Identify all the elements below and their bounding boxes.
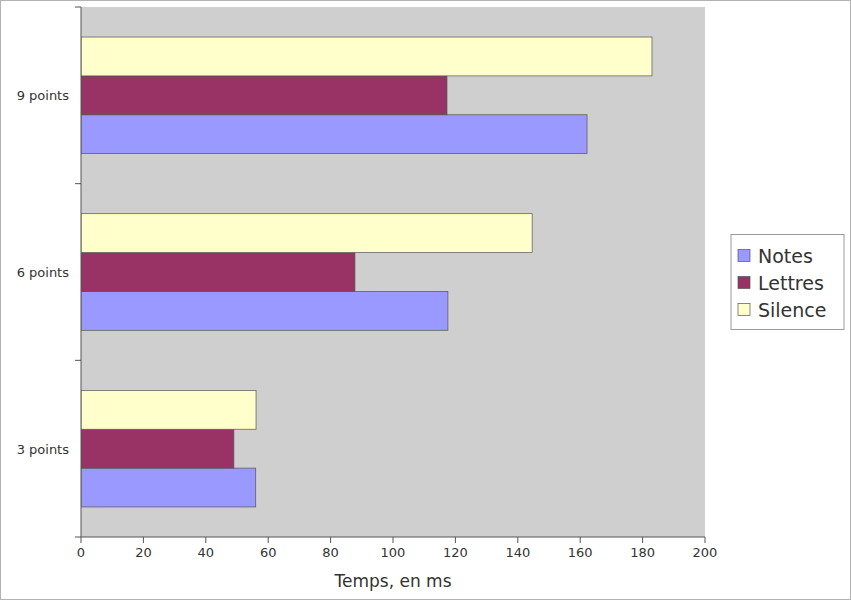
x-tick bbox=[455, 537, 456, 543]
x-tick-label: 140 bbox=[505, 545, 530, 560]
legend-swatch bbox=[738, 277, 750, 289]
category-tick bbox=[75, 7, 81, 8]
bar bbox=[81, 115, 587, 154]
category-tick bbox=[75, 537, 81, 538]
x-tick-label: 160 bbox=[568, 545, 593, 560]
category-label: 3 points bbox=[17, 442, 70, 457]
bar bbox=[81, 214, 532, 253]
x-tick bbox=[81, 537, 82, 543]
category-label: 6 points bbox=[17, 265, 70, 280]
x-tick-label: 80 bbox=[322, 545, 339, 560]
x-tick-label: 0 bbox=[77, 545, 85, 560]
category-label: 9 points bbox=[17, 88, 70, 103]
x-tick bbox=[517, 537, 518, 543]
x-tick bbox=[393, 537, 394, 543]
x-tick-label: 20 bbox=[135, 545, 152, 560]
bar bbox=[81, 253, 355, 292]
x-tick bbox=[268, 537, 269, 543]
bars bbox=[81, 37, 652, 507]
legend-label: Notes bbox=[758, 245, 813, 267]
bar bbox=[81, 291, 448, 330]
x-tick-label: 60 bbox=[260, 545, 277, 560]
bar bbox=[81, 37, 652, 76]
x-axis-label: Temps, en ms bbox=[333, 571, 451, 591]
y-axis bbox=[81, 7, 82, 537]
plot-area bbox=[81, 7, 705, 537]
frame bbox=[1, 1, 851, 600]
bar bbox=[81, 76, 447, 115]
x-tick-label: 100 bbox=[381, 545, 406, 560]
legend-label: Lettres bbox=[758, 272, 824, 294]
legend-swatch bbox=[738, 250, 750, 262]
category-tick bbox=[75, 183, 81, 184]
bar bbox=[81, 390, 256, 429]
legend-box bbox=[731, 235, 844, 330]
bar bbox=[81, 468, 256, 507]
x-tick-label: 40 bbox=[198, 545, 215, 560]
x-tick bbox=[580, 537, 581, 543]
x-tick-label: 180 bbox=[630, 545, 655, 560]
category-tick bbox=[75, 360, 81, 361]
x-tick bbox=[143, 537, 144, 543]
bar bbox=[81, 429, 234, 468]
x-tick-label: 120 bbox=[443, 545, 468, 560]
x-tick bbox=[705, 537, 706, 543]
x-tick bbox=[205, 537, 206, 543]
legend-swatch bbox=[738, 304, 750, 316]
legend-label: Silence bbox=[758, 299, 827, 321]
x-tick bbox=[642, 537, 643, 543]
x-tick-label: 200 bbox=[693, 545, 718, 560]
x-tick bbox=[330, 537, 331, 543]
